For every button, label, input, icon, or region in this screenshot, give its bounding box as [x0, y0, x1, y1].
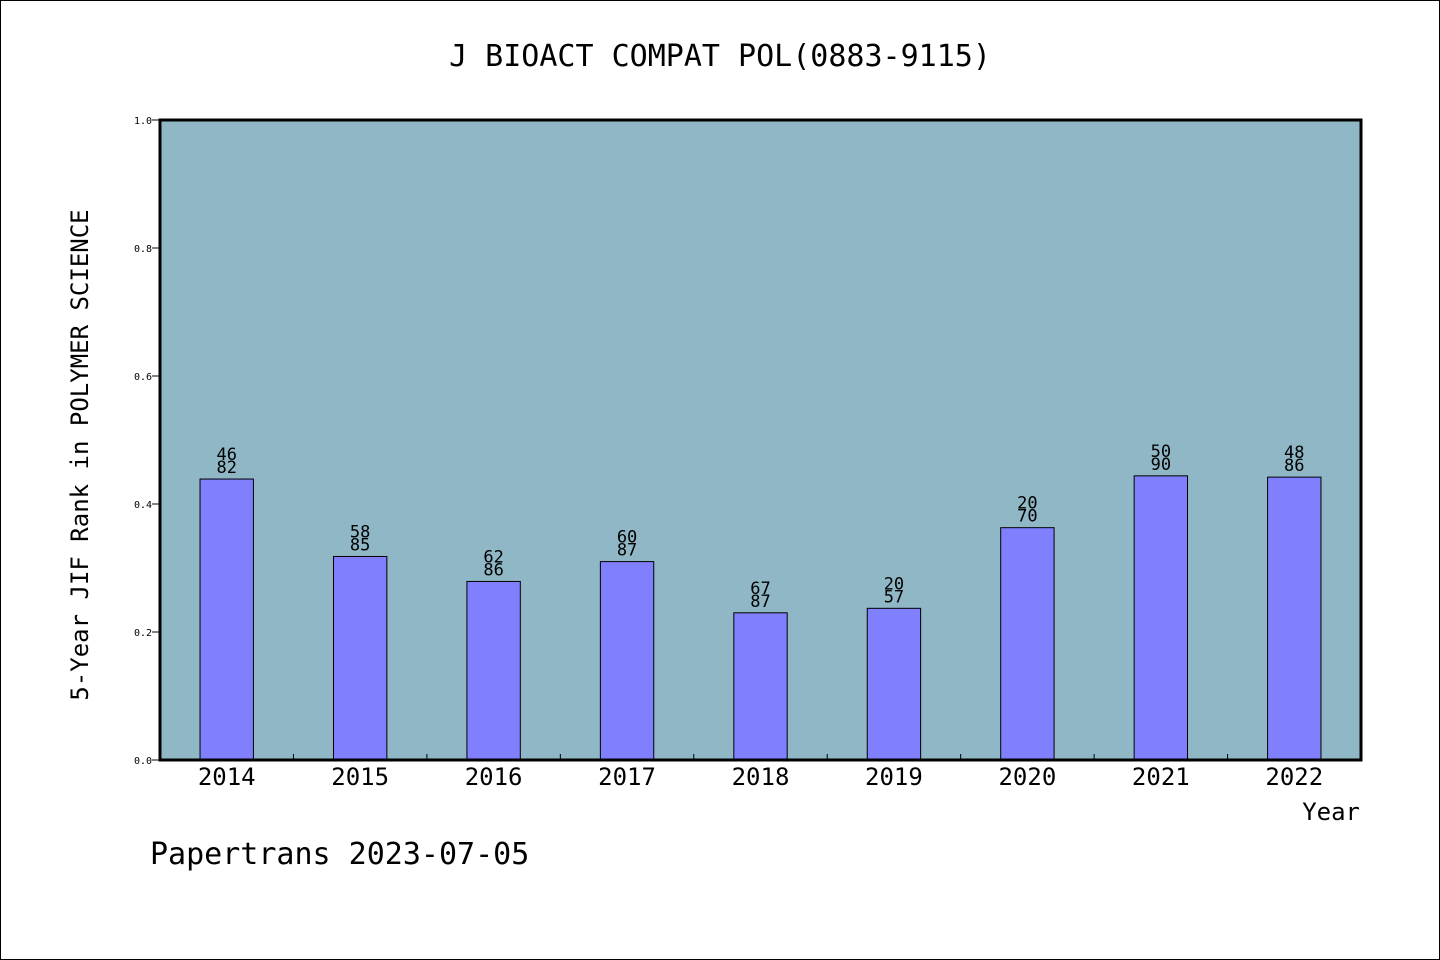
bars	[199, 475, 1322, 761]
bar-label-rank: 48	[1284, 443, 1304, 463]
bar-label-total: 70	[1017, 507, 1037, 527]
bar-label-rank: 46	[216, 445, 236, 465]
bar-label-total: 90	[1151, 455, 1171, 475]
bar-label-total: 86	[1284, 456, 1304, 476]
y-tick-label: 0.2	[134, 628, 152, 639]
bar-label-total: 57	[884, 587, 904, 607]
bar-label-rank: 60	[617, 528, 637, 548]
x-tick-label: 2018	[732, 763, 790, 791]
bar-2017	[599, 561, 655, 761]
bar-label-rank: 67	[750, 579, 770, 599]
x-tick-label: 2022	[1265, 763, 1323, 791]
chart-title: J BIOACT COMPAT POL(0883-9115)	[449, 39, 991, 74]
y-axis-ticks: 0.0 0.2 0.4 0.6 0.8 1.0	[134, 116, 160, 767]
bar-label-rank: 20	[884, 574, 904, 594]
bar-2020	[1000, 527, 1055, 761]
y-axis-label: 5-Year JIF Rank in POLYMER SCIENCE	[66, 209, 94, 700]
footer-credit: Papertrans 2023-07-05	[150, 837, 529, 872]
y-tick-label: 0.0	[134, 756, 152, 767]
x-tick-label: 2014	[198, 763, 256, 791]
bar-label-rank: 58	[350, 522, 370, 542]
bar-2019	[866, 607, 922, 761]
bar-2021	[1133, 475, 1189, 761]
bar-2018	[733, 612, 788, 761]
bar-label-total: 85	[350, 535, 370, 555]
bar-label-total: 87	[750, 592, 770, 612]
y-tick-label: 1.0	[134, 116, 152, 127]
bar-label-rank: 20	[1017, 494, 1037, 514]
y-tick-label: 0.8	[134, 244, 152, 255]
x-axis-label: Year	[1302, 798, 1360, 826]
bar-2014	[199, 478, 254, 761]
x-tick-label: 2021	[1132, 763, 1190, 791]
bar-label-rank: 62	[483, 547, 503, 567]
x-tick-label: 2015	[331, 763, 389, 791]
x-tick-label: 2019	[865, 763, 923, 791]
bar-2016	[466, 580, 521, 761]
x-tick-label: 2020	[998, 763, 1056, 791]
x-tick-label: 2016	[465, 763, 523, 791]
y-tick-label: 0.6	[134, 372, 152, 383]
bar-label-rank: 50	[1151, 442, 1171, 462]
bar-label-total: 86	[483, 560, 503, 580]
bar-2015	[332, 555, 388, 761]
plot-border	[158, 118, 1363, 762]
y-tick-label: 0.4	[134, 500, 152, 511]
x-tick-label: 2017	[598, 763, 656, 791]
bar-label-total: 82	[216, 458, 236, 478]
bar-2022	[1267, 476, 1322, 761]
x-axis-ticks: 2014 2015 2016 2017 2018 2019 2020 2021 2022	[198, 754, 1323, 791]
bar-label-total: 87	[617, 541, 637, 561]
